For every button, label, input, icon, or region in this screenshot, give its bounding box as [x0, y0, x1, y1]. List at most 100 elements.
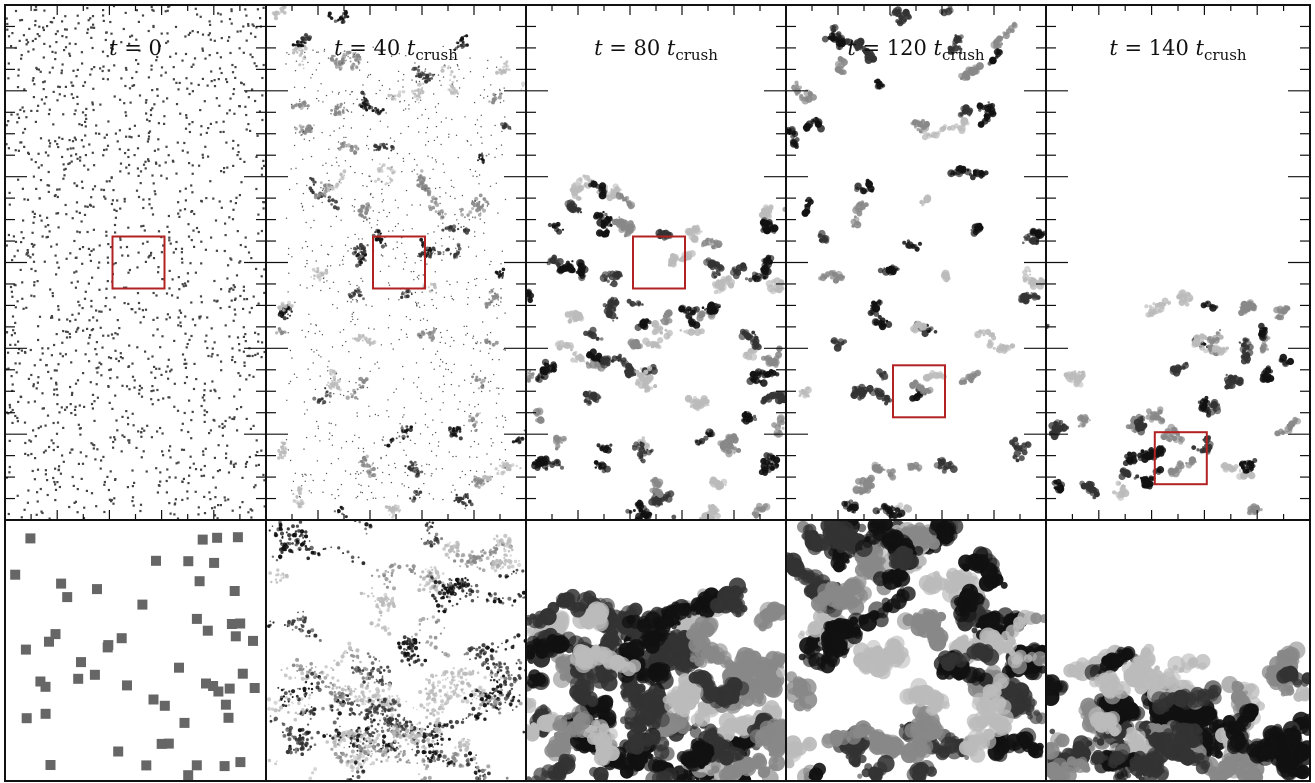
- clump-square: [116, 333, 119, 336]
- clump-square: [49, 142, 52, 145]
- gas-filament-blob: [471, 375, 474, 379]
- gas-speck: [340, 219, 342, 221]
- gas-speck: [448, 451, 450, 453]
- clump-square: [65, 406, 68, 409]
- clump-square: [65, 36, 68, 39]
- gas-filament-blob: [392, 510, 395, 513]
- clump-square: [31, 79, 34, 82]
- gas-filament-blob: [474, 420, 478, 424]
- clump-square: [262, 63, 265, 67]
- clump-square: [18, 39, 21, 42]
- clump-square: [213, 39, 216, 42]
- gas-speck: [373, 442, 375, 444]
- gas-speck: [491, 295, 493, 297]
- clump-square: [218, 469, 221, 472]
- clump-square: [217, 444, 220, 447]
- gas-speck: [490, 84, 492, 86]
- clump-square: [150, 251, 153, 254]
- clump-square: [231, 71, 235, 74]
- clump-square: [110, 32, 113, 35]
- clump-square: [257, 232, 260, 235]
- gas-speck: [388, 211, 391, 214]
- gas-speck: [340, 447, 343, 449]
- clump-square: [10, 45, 13, 48]
- gas-speck: [474, 170, 477, 172]
- gas-filament-blob: [474, 714, 478, 719]
- clump-square: [179, 112, 182, 115]
- clump-square: [248, 455, 251, 459]
- gas-filament-blob: [418, 179, 422, 182]
- gas-filament-blob: [450, 579, 453, 581]
- gas-speck: [397, 223, 399, 225]
- clump-square: [160, 32, 163, 35]
- clump-square: [128, 439, 131, 442]
- gas-filament-blob: [357, 256, 361, 261]
- gas-speck: [337, 54, 339, 56]
- gas-filament-blob: [336, 679, 340, 682]
- clump-square: [64, 15, 67, 18]
- gas-filament-blob: [368, 523, 372, 527]
- clump-square: [232, 164, 235, 167]
- clump-square: [236, 30, 239, 33]
- gas-filament-blob: [291, 105, 295, 110]
- clump-square: [80, 180, 84, 183]
- gas-speck: [455, 134, 458, 136]
- clump-square: [84, 353, 87, 356]
- clump-square: [57, 146, 60, 149]
- gas-speck: [442, 402, 444, 404]
- gas-speck: [330, 265, 332, 267]
- clump-square: [261, 94, 264, 97]
- clump-square: [192, 462, 195, 465]
- clump-square: [73, 501, 76, 504]
- clump-square: [156, 328, 159, 331]
- gas-speck: [347, 236, 349, 239]
- gas-speck: [432, 498, 435, 500]
- gas-filament-blob: [420, 71, 424, 75]
- clump-square: [162, 244, 165, 247]
- clump-square: [61, 137, 64, 140]
- gas-speck: [476, 277, 478, 280]
- clump-square: [41, 347, 44, 350]
- clump-square: [102, 65, 105, 68]
- clump-square: [17, 149, 20, 152]
- gas-filament-blob: [459, 39, 462, 42]
- clump-square: [34, 120, 37, 123]
- gas-filament-blob: [437, 541, 440, 545]
- clump-square: [233, 112, 236, 115]
- gas-speck: [431, 398, 433, 400]
- clump-square: [58, 93, 61, 96]
- gas-filament-blob: [434, 536, 439, 541]
- clump-square: [260, 167, 264, 170]
- clump-square: [64, 167, 67, 170]
- gas-speck: [458, 385, 460, 387]
- gas-filament-blob: [394, 508, 398, 512]
- clump-square: [12, 329, 15, 332]
- clump-square: [191, 210, 194, 213]
- gas-speck: [419, 99, 422, 101]
- clump-square: [155, 59, 158, 62]
- gas-speck: [418, 80, 421, 83]
- clump-square: [45, 364, 48, 367]
- gas-filament-blob: [444, 552, 449, 557]
- clump-square: [255, 155, 258, 158]
- clump-square: [51, 316, 54, 319]
- clump-square: [61, 454, 64, 457]
- gas-filament-blob: [498, 464, 502, 468]
- clump-square: [110, 498, 113, 502]
- clump-square: [46, 25, 49, 28]
- gas-filament-blob: [459, 210, 462, 213]
- gas-speck: [311, 73, 314, 76]
- gas-filament-blob: [388, 506, 392, 510]
- clump-square: [55, 381, 58, 384]
- gas-speck: [466, 303, 469, 305]
- gas-filament-blob: [296, 51, 299, 54]
- clump-square: [92, 23, 95, 26]
- gas-filament-blob: [478, 377, 482, 382]
- gas-filament-blob: [463, 35, 466, 38]
- clump-square: [131, 412, 134, 415]
- gas-speck: [287, 291, 289, 293]
- clump-square: [63, 168, 66, 171]
- clump-square: [198, 164, 201, 167]
- clump-square: [82, 517, 86, 520]
- clump-square: [102, 77, 105, 80]
